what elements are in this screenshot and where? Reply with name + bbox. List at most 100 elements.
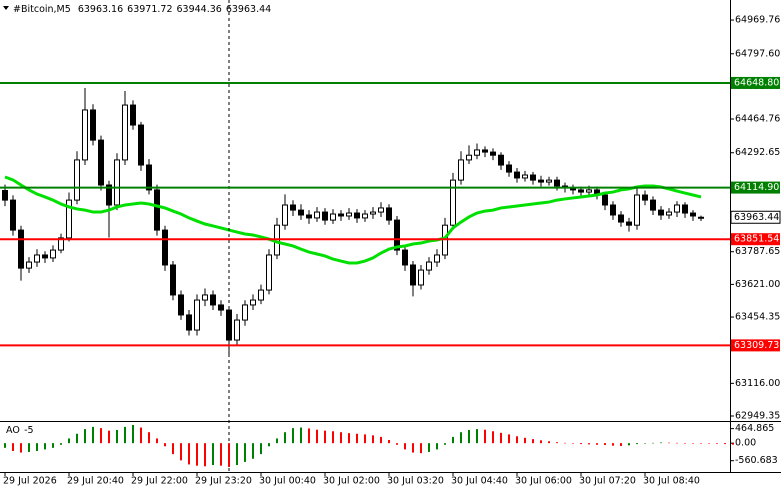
candle-body	[114, 159, 120, 206]
ao-bar	[524, 437, 526, 444]
candle-body	[482, 149, 488, 153]
ao-bar	[116, 430, 118, 444]
ao-bar	[180, 443, 182, 461]
candle-body	[554, 179, 560, 187]
osc-y-tick-label: -560.683	[735, 455, 778, 466]
candle-body	[506, 164, 512, 173]
candle-body	[314, 211, 320, 219]
candle-body	[42, 254, 48, 259]
candle-body	[34, 254, 40, 263]
ao-bar	[220, 443, 222, 466]
ao-bar	[196, 443, 198, 466]
candle-body	[194, 299, 200, 331]
ao-bar	[660, 442, 662, 444]
oscillator-current: -5	[24, 425, 33, 436]
candle-body	[474, 149, 480, 156]
ao-bar	[100, 428, 102, 444]
ao-bar	[340, 432, 342, 444]
candle-body	[674, 204, 680, 213]
candle-body	[106, 184, 112, 206]
ao-bar	[308, 428, 310, 444]
level-label-box	[731, 76, 780, 89]
y-tick-label: 64464.76	[735, 114, 780, 125]
ao-bar	[76, 433, 78, 444]
candle-body	[610, 204, 616, 216]
ao-bar	[164, 443, 166, 447]
ao-bar	[244, 443, 246, 462]
candle-body	[306, 214, 312, 219]
ao-bar	[676, 442, 678, 444]
candle-body	[370, 211, 376, 215]
candle-body	[26, 261, 32, 269]
ao-bar	[668, 442, 670, 444]
menu-triangle[interactable]	[3, 6, 9, 10]
ao-bar	[468, 430, 470, 444]
ao-bar	[428, 443, 430, 452]
ao-bar	[28, 443, 30, 452]
ao-bar	[644, 443, 646, 444]
candle-body	[698, 216, 704, 219]
x-tick-label: 30 Jul 03:20	[387, 476, 444, 487]
candle-body	[338, 213, 344, 217]
ao-bar	[484, 429, 486, 444]
ao-bar	[700, 443, 702, 444]
candle-body	[50, 249, 56, 259]
ao-bar	[404, 443, 406, 450]
candle-body	[66, 199, 72, 239]
y-tick-label: 64292.65	[735, 147, 780, 158]
ao-bar	[580, 443, 582, 445]
candle-body	[218, 304, 224, 311]
y-tick-label: 63787.65	[735, 246, 780, 257]
ao-bar	[412, 443, 414, 453]
x-tick-label: 30 Jul 07:20	[579, 476, 636, 487]
ao-bar	[620, 443, 622, 446]
ao-bar	[260, 443, 262, 455]
ao-bar	[516, 436, 518, 444]
candle-body	[378, 207, 384, 213]
header-close: 63963.44	[226, 4, 271, 15]
ao-bar	[588, 443, 590, 445]
ao-bar	[332, 431, 334, 444]
y-tick-label: 62949.35	[735, 411, 780, 422]
x-tick-label: 29 Jul 22:00	[131, 476, 188, 487]
oscillator-header: AO -5	[6, 425, 34, 436]
ao-bar	[444, 443, 446, 445]
candle-body	[74, 159, 80, 201]
candle-body	[466, 154, 472, 161]
ao-bar	[500, 432, 502, 444]
candle-body	[434, 254, 440, 263]
candle-body	[546, 179, 552, 183]
candle-body	[522, 174, 528, 179]
candle-body	[186, 314, 192, 331]
ao-bar	[596, 443, 598, 445]
ao-bar	[684, 442, 686, 444]
ao-bar	[148, 432, 150, 444]
ao-bar	[228, 443, 230, 467]
candle-body	[322, 211, 328, 221]
ao-bar	[140, 427, 142, 444]
level-label: 63851.54	[734, 234, 779, 245]
candle-body	[346, 212, 352, 217]
level-label-box	[731, 233, 780, 246]
candle-body	[250, 299, 256, 306]
ao-bar	[4, 443, 6, 448]
ao-bar	[476, 429, 478, 444]
candle-body	[514, 171, 520, 179]
x-tick-label: 30 Jul 04:40	[451, 476, 508, 487]
ao-bar	[380, 436, 382, 444]
ao-bar	[132, 425, 134, 444]
oscillator-label: AO	[6, 425, 20, 436]
ao-bar	[460, 432, 462, 444]
osc-y-tick-label: 0.00	[735, 438, 756, 449]
candle-body	[10, 199, 16, 231]
candle-body	[234, 319, 240, 341]
candle-body	[458, 159, 464, 181]
ao-bar	[388, 440, 390, 444]
candle-body	[618, 214, 624, 223]
x-tick-label: 30 Jul 02:00	[323, 476, 380, 487]
candle-body	[330, 213, 336, 221]
candle-body	[586, 189, 592, 193]
y-tick-label: 64969.76	[735, 15, 780, 26]
